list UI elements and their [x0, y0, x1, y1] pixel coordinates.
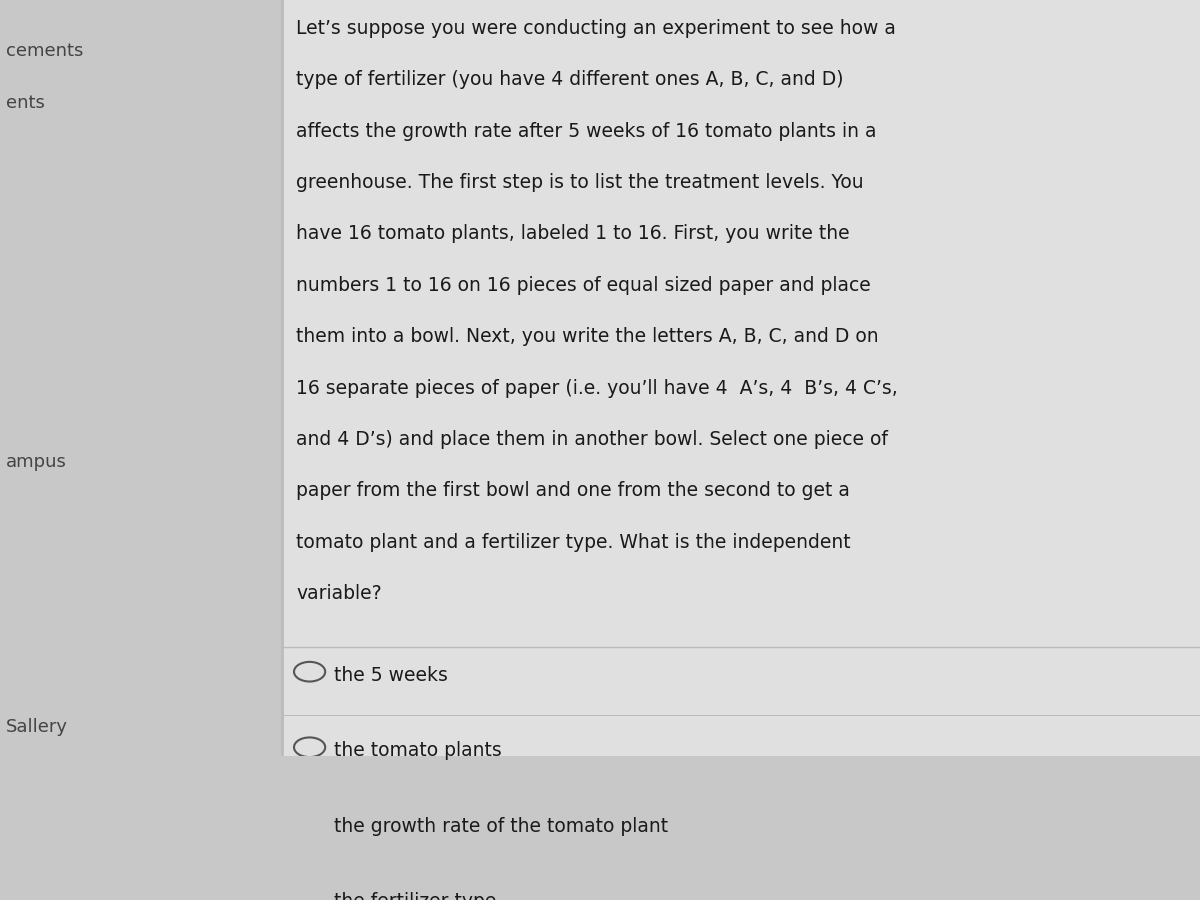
Text: ents: ents [6, 94, 44, 112]
Text: and 4 D’s) and place them in another bowl. Select one piece of: and 4 D’s) and place them in another bow… [296, 430, 888, 449]
Text: Sallery: Sallery [6, 718, 68, 736]
Text: Let’s suppose you were conducting an experiment to see how a: Let’s suppose you were conducting an exp… [296, 19, 896, 38]
Text: variable?: variable? [296, 584, 382, 603]
Text: the fertilizer type: the fertilizer type [334, 892, 496, 900]
Text: the 5 weeks: the 5 weeks [334, 666, 448, 685]
Text: the growth rate of the tomato plant: the growth rate of the tomato plant [334, 817, 667, 836]
Bar [210, 0, 282, 756]
Text: affects the growth rate after 5 weeks of 16 tomato plants in a: affects the growth rate after 5 weeks of… [296, 122, 877, 140]
Text: cements: cements [6, 41, 83, 59]
Text: the tomato plants: the tomato plants [334, 742, 502, 760]
Text: greenhouse. The first step is to list the treatment levels. You: greenhouse. The first step is to list th… [296, 173, 864, 192]
Text: 16 separate pieces of paper (i.e. you’ll have 4  A’s, 4  B’s, 4 C’s,: 16 separate pieces of paper (i.e. you’ll… [296, 379, 898, 398]
Text: type of fertilizer (you have 4 different ones A, B, C, and D): type of fertilizer (you have 4 different… [296, 70, 844, 89]
Bar [0, 0, 282, 756]
Text: ampus: ampus [6, 454, 67, 472]
Bar [282, 0, 1200, 756]
Text: paper from the first bowl and one from the second to get a: paper from the first bowl and one from t… [296, 482, 851, 500]
Text: them into a bowl. Next, you write the letters A, B, C, and D on: them into a bowl. Next, you write the le… [296, 328, 880, 346]
Text: have 16 tomato plants, labeled 1 to 16. First, you write the: have 16 tomato plants, labeled 1 to 16. … [296, 224, 850, 243]
Text: numbers 1 to 16 on 16 pieces of equal sized paper and place: numbers 1 to 16 on 16 pieces of equal si… [296, 275, 871, 295]
Text: tomato plant and a fertilizer type. What is the independent: tomato plant and a fertilizer type. What… [296, 533, 851, 552]
